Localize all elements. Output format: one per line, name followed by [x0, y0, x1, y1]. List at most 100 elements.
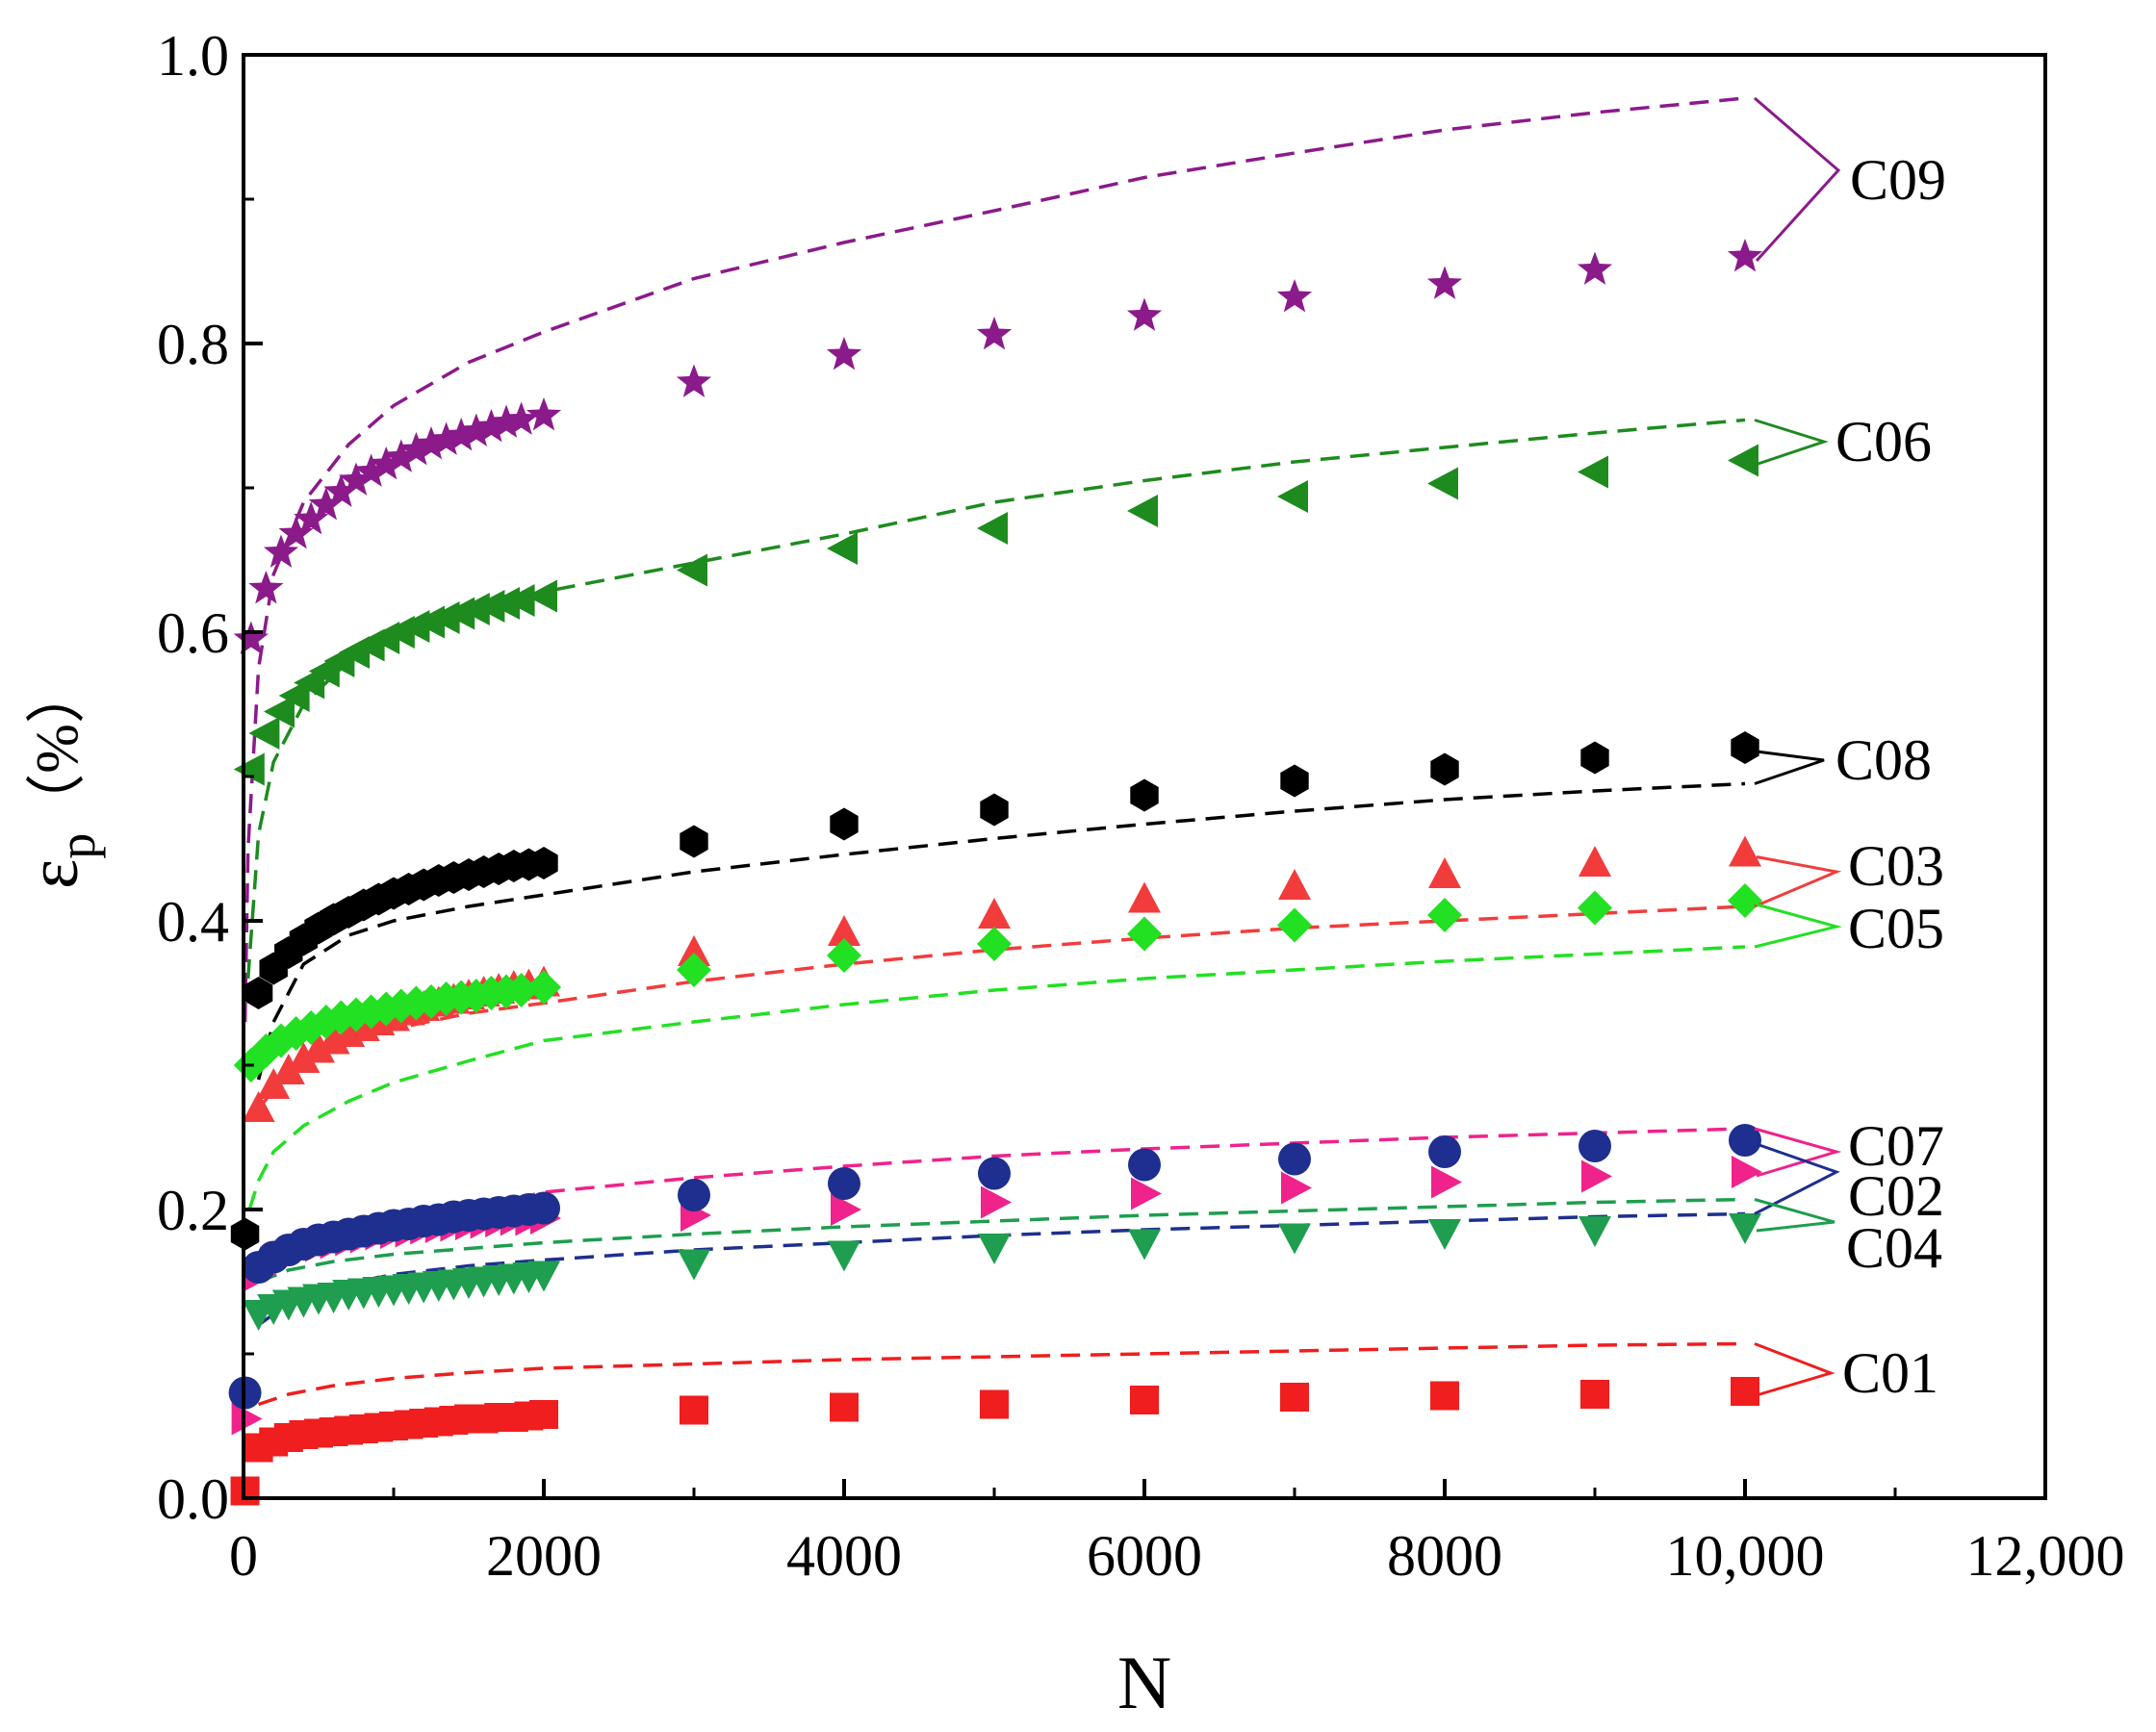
leader-c01: [1754, 1342, 1835, 1397]
x-tick-label: 0: [229, 1524, 258, 1588]
y-tick-label: 1.0: [157, 24, 229, 88]
x-tick-label: 10,000: [1666, 1524, 1825, 1588]
y-tick-label: 0.0: [157, 1467, 229, 1531]
data-point: [1727, 239, 1763, 272]
data-point: [1280, 1383, 1309, 1412]
data-point: [242, 1091, 275, 1122]
data-point: [233, 621, 269, 654]
leader-c06: [1754, 419, 1829, 466]
y-axis-symbol: ε: [14, 859, 93, 889]
data-point: [1427, 898, 1462, 932]
data-point: [1578, 890, 1612, 926]
data-point: [1580, 1380, 1609, 1409]
data-point: [474, 590, 505, 623]
data-point: [231, 1402, 263, 1436]
data-point: [1127, 495, 1158, 527]
data-point: [830, 1392, 859, 1422]
leader-c07: [1754, 1127, 1842, 1178]
data-point: [827, 532, 858, 565]
data-point: [1578, 455, 1608, 489]
data-point: [678, 935, 710, 966]
data-point: [677, 553, 707, 587]
data-point: [1276, 279, 1313, 313]
data-point: [1578, 1130, 1611, 1162]
data-point: [1130, 1386, 1159, 1414]
data-point: [1428, 1219, 1461, 1250]
data-point: [353, 453, 389, 487]
axes-layer: 0 2000 4000 6000 8000 10,000 12,000 0.0 0.2 0.4 0.…: [157, 24, 2125, 1588]
data-point: [977, 927, 1012, 961]
data-point: [1131, 1177, 1162, 1210]
x-tick-label: 4000: [786, 1524, 902, 1588]
series-label-c09: C09: [1850, 148, 1946, 212]
data-point: [1581, 1159, 1612, 1193]
data-point: [980, 793, 1009, 827]
x-axis-title: N: [1117, 1641, 1171, 1724]
data-point: [458, 413, 494, 446]
data-point: [1577, 251, 1613, 285]
data-point: [244, 977, 273, 1009]
data-point: [680, 825, 708, 858]
data-point: [1278, 1223, 1311, 1255]
leader-c05: [1754, 903, 1842, 949]
data-point: [678, 1179, 710, 1211]
data-point: [1728, 883, 1762, 918]
data-points-layer: [228, 239, 1763, 1506]
series-c09: [233, 239, 1763, 654]
data-point: [678, 1249, 710, 1281]
fit-line-c01: [258, 1341, 1746, 1407]
data-point: [503, 973, 539, 1007]
data-point: [526, 970, 561, 1005]
data-point: [680, 1395, 708, 1425]
data-point: [828, 915, 860, 946]
data-point: [444, 418, 479, 451]
y-tick-label: 0.6: [157, 601, 229, 665]
data-point: [1732, 1156, 1762, 1188]
data-point: [1130, 778, 1159, 812]
data-point: [828, 1240, 860, 1272]
x-tick-label: 8000: [1387, 1524, 1502, 1588]
data-point: [413, 426, 449, 460]
leader-c04: [1754, 1198, 1835, 1233]
data-point: [302, 1032, 335, 1063]
series-c08: [230, 731, 1759, 1251]
fit-line-c03: [257, 904, 1746, 1110]
data-point: [980, 1389, 1009, 1419]
data-point: [1729, 1213, 1761, 1244]
fit-line-c06: [245, 418, 1746, 980]
data-point: [676, 364, 712, 397]
y-tick-label: 0.2: [157, 1179, 229, 1242]
data-point: [1729, 835, 1761, 867]
data-point: [278, 679, 310, 712]
data-point: [981, 1185, 1012, 1219]
data-point: [338, 462, 374, 496]
data-point: [287, 1042, 321, 1073]
data-point: [308, 487, 344, 521]
fit-line-c08: [256, 781, 1746, 1081]
series-c04: [242, 1213, 1761, 1331]
data-point: [458, 593, 490, 625]
data-point: [248, 717, 280, 750]
data-point: [233, 752, 265, 786]
data-point: [1728, 444, 1758, 477]
data-point: [323, 473, 359, 507]
data-point: [1580, 741, 1609, 775]
series-c06: [233, 444, 1758, 786]
y-axis-subscript: p: [48, 833, 106, 859]
series-label-c04: C04: [1846, 1216, 1942, 1280]
data-point: [526, 579, 557, 613]
data-point: [1426, 266, 1463, 299]
data-point: [1126, 297, 1163, 331]
data-point: [978, 1234, 1011, 1264]
data-point: [294, 501, 329, 535]
data-point: [1128, 1229, 1161, 1261]
data-point: [383, 439, 419, 472]
data-point: [1281, 1171, 1312, 1205]
data-point: [1427, 467, 1458, 500]
data-point: [1431, 1165, 1462, 1199]
data-point: [977, 512, 1008, 545]
data-point: [828, 1167, 860, 1200]
